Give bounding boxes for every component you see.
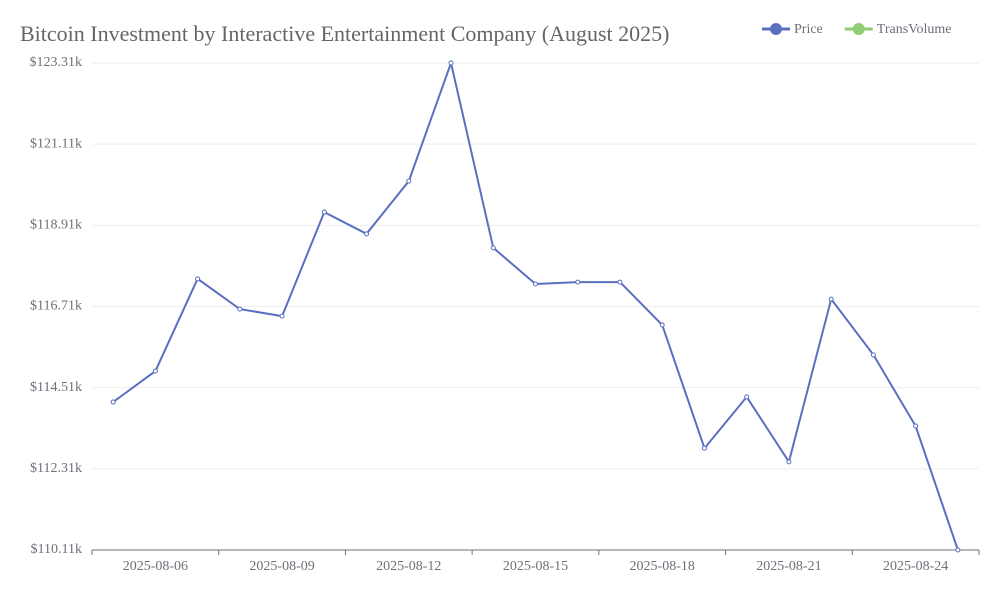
point — [448, 60, 454, 66]
y-tick-label: $118.91k — [30, 218, 82, 233]
y-tick-label: $123.31k — [30, 55, 83, 70]
point — [321, 209, 327, 215]
y-tick-label: $112.31k — [30, 461, 82, 476]
point — [870, 352, 876, 358]
point — [575, 279, 581, 285]
x-tick-label: 2025-08-09 — [249, 559, 314, 574]
chart-title: Bitcoin Investment by Interactive Entert… — [20, 21, 669, 46]
legend-label: Price — [794, 22, 823, 37]
x-tick-label: 2025-08-24 — [883, 559, 948, 574]
point — [828, 296, 834, 302]
point — [406, 178, 412, 184]
x-tick-label: 2025-08-06 — [123, 559, 188, 574]
point — [913, 423, 919, 429]
point — [490, 245, 496, 251]
point — [533, 281, 538, 287]
x-tick-label: 2025-08-21 — [756, 559, 821, 574]
point — [152, 368, 158, 374]
point — [659, 322, 665, 328]
y-tick-label: $116.71k — [30, 299, 82, 314]
point — [110, 399, 116, 405]
point — [786, 459, 792, 465]
legend-swatch — [852, 23, 865, 35]
legend-swatch — [770, 23, 782, 35]
point — [701, 445, 707, 451]
x-tick-label: 2025-08-18 — [630, 559, 695, 574]
point — [364, 231, 370, 237]
point — [195, 276, 201, 282]
legend-label: TransVolume — [877, 22, 952, 37]
point — [617, 279, 623, 285]
y-tick-label: $114.51k — [30, 380, 82, 395]
point — [279, 313, 285, 319]
point — [744, 394, 750, 400]
point — [955, 547, 961, 553]
x-tick-label: 2025-08-15 — [503, 559, 568, 574]
point — [237, 306, 243, 312]
x-tick-label: 2025-08-12 — [376, 559, 441, 574]
y-tick-label: $121.11k — [30, 136, 82, 151]
y-tick-label: $110.11k — [31, 542, 82, 557]
